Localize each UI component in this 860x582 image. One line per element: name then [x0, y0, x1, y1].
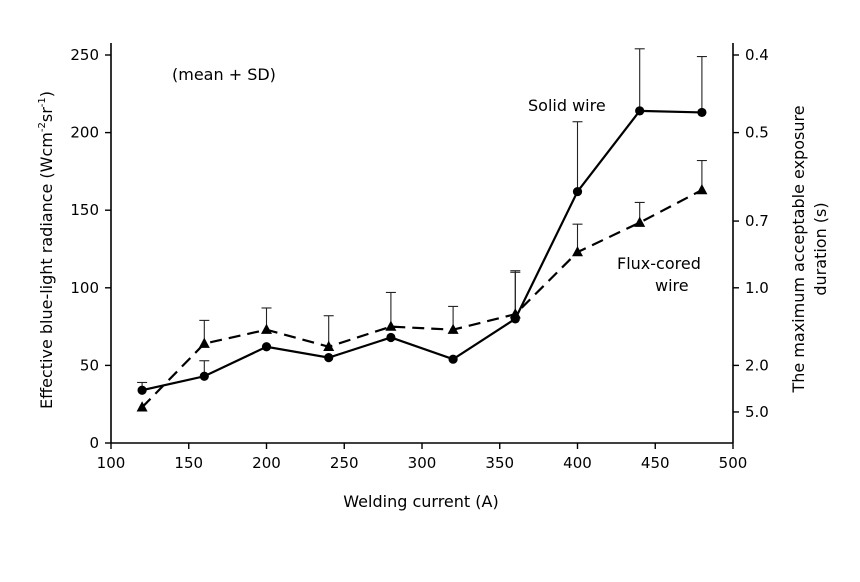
x-axis-title: Welding current (A)	[343, 492, 498, 511]
y-axis-title-mid: sr	[37, 107, 56, 122]
y2-tick-label-2.0: 2.0	[745, 356, 769, 374]
y-tick-label-0: 0	[89, 434, 99, 452]
solid-wire-point-160	[199, 371, 209, 381]
x-tick-label-350: 350	[485, 454, 514, 472]
x-tick-label-500: 500	[719, 454, 748, 472]
x-tick-label-300: 300	[408, 454, 437, 472]
series-label-flux-cored-line1: Flux-cored	[617, 254, 701, 273]
y2-tick-label-5.0: 5.0	[745, 403, 769, 421]
flux-cored-wire-point-360	[509, 308, 521, 319]
flux-cored-wire-point-120	[136, 401, 148, 412]
y2-tick-label-1.0: 1.0	[745, 279, 769, 297]
y2-tick-label-0.4: 0.4	[745, 46, 769, 64]
flux-cored-wire-line	[141, 189, 703, 409]
solid-wire-point-280	[386, 332, 396, 343]
flux-cored-wire-point-400	[572, 246, 583, 257]
x-tick-label-100: 100	[97, 454, 126, 472]
solid-wire-point-400	[572, 186, 583, 197]
y-tick-label-200: 200	[70, 124, 99, 142]
y2-axis-title-line2: duration (s)	[811, 202, 830, 295]
y2-tick-label-0.7: 0.7	[745, 212, 769, 230]
annotation-mean-sd: (mean + SD)	[172, 65, 276, 84]
y-tick-label-100: 100	[70, 279, 99, 297]
y-axis-title-sup2: -1	[37, 97, 48, 107]
x-tick-label-150: 150	[174, 454, 203, 472]
flux-cored-wire-point-320	[447, 323, 459, 334]
solid-wire-point-440	[635, 106, 645, 116]
solid-wire-point-240	[324, 353, 334, 363]
flux-cored-wire-point-200	[261, 323, 272, 334]
flux-cored-wire-point-280	[385, 320, 397, 331]
y-axis-title-end: )	[37, 91, 56, 97]
solid-wire-point-120	[137, 385, 147, 395]
y-tick-label-250: 250	[70, 46, 99, 64]
series-label-flux-cored-line2: wire	[655, 276, 689, 295]
y2-axis-title-line1: The maximum acceptable exposure	[789, 105, 808, 393]
y-axis-title-main: Effective blue-light radiance (Wcm	[37, 132, 56, 409]
flux-cored-wire-point-480	[696, 184, 708, 195]
y-axis-title: Effective blue-light radiance (Wcm-2sr-1…	[37, 91, 56, 409]
series-label-solid-wire: Solid wire	[528, 96, 606, 115]
flux-cored-wire-point-440	[634, 216, 646, 227]
y-tick-label-150: 150	[70, 201, 99, 219]
y-tick-label-50: 50	[80, 356, 99, 374]
flux-cored-wire-point-160	[198, 337, 210, 348]
solid-wire-point-480	[697, 107, 707, 118]
solid-wire-line	[141, 109, 702, 392]
solid-wire-point-320	[448, 354, 458, 364]
x-tick-label-450: 450	[641, 454, 670, 472]
flux-cored-wire-point-240	[323, 340, 335, 351]
x-tick-label-250: 250	[330, 454, 359, 472]
y2-tick-label-0.5: 0.5	[745, 124, 769, 142]
x-tick-label-400: 400	[563, 454, 592, 472]
solid-wire-point-200	[261, 342, 272, 352]
y-axis-title-sup1: -2	[37, 122, 48, 132]
x-tick-label-200: 200	[252, 454, 281, 472]
